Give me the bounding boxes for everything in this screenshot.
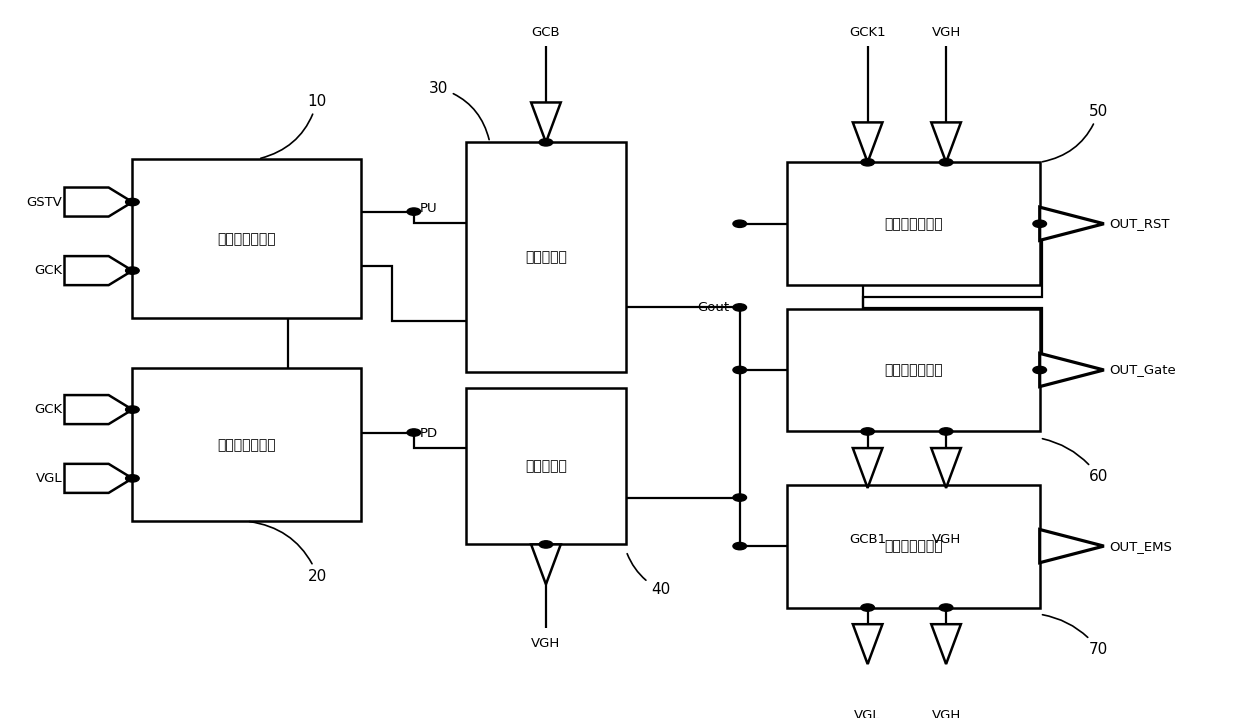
Circle shape [733,542,746,550]
Circle shape [407,208,420,215]
Text: 上拉控制子电路: 上拉控制子电路 [217,232,275,246]
Text: OUT_EMS: OUT_EMS [1109,540,1172,553]
Text: VGH: VGH [931,533,961,546]
Circle shape [733,220,746,228]
Polygon shape [853,122,883,162]
Text: PU: PU [420,202,438,215]
Text: 下拉控制子电路: 下拉控制子电路 [217,438,275,452]
FancyBboxPatch shape [786,162,1039,285]
Text: VGH: VGH [931,27,961,39]
Circle shape [861,159,874,166]
Text: GCK: GCK [33,403,62,416]
Text: PD: PD [420,426,438,439]
Text: 20: 20 [249,521,327,584]
FancyBboxPatch shape [466,142,626,372]
Text: 30: 30 [429,80,489,139]
Text: OUT_Gate: OUT_Gate [1109,363,1176,376]
FancyBboxPatch shape [786,309,1039,432]
FancyBboxPatch shape [133,368,361,521]
Text: 50: 50 [1043,104,1109,162]
Polygon shape [853,624,883,664]
Text: 下拉子电路: 下拉子电路 [525,460,567,473]
Polygon shape [531,544,560,584]
Circle shape [861,428,874,435]
Text: GCK1: GCK1 [849,27,885,39]
Circle shape [125,406,139,414]
Circle shape [125,475,139,482]
Text: VGH: VGH [931,709,961,718]
Text: 70: 70 [1043,615,1109,657]
Text: 第一输出子电路: 第一输出子电路 [884,217,942,230]
Circle shape [1033,220,1047,228]
Text: VGH: VGH [531,638,560,651]
Circle shape [939,604,952,611]
Circle shape [407,429,420,436]
Text: VGL: VGL [854,709,880,718]
Text: 第二输出子电路: 第二输出子电路 [884,363,942,377]
Polygon shape [64,256,133,285]
Polygon shape [1039,529,1104,563]
Text: 10: 10 [260,94,326,158]
Polygon shape [853,448,883,488]
Text: 60: 60 [1043,439,1109,485]
Text: OUT_RST: OUT_RST [1109,218,1169,230]
Text: VGL: VGL [36,472,62,485]
FancyBboxPatch shape [133,159,361,319]
Circle shape [539,541,553,548]
Polygon shape [931,122,961,162]
Text: Gout: Gout [698,301,730,314]
Circle shape [125,267,139,274]
Polygon shape [64,187,133,217]
Text: GCB1: GCB1 [849,533,887,546]
Circle shape [733,494,746,501]
Polygon shape [1039,353,1104,386]
Polygon shape [1039,208,1104,241]
Circle shape [733,304,746,311]
Text: 40: 40 [627,554,670,597]
Polygon shape [531,103,560,142]
Text: GCB: GCB [532,27,560,39]
Circle shape [861,604,874,611]
Circle shape [539,139,553,146]
Text: GCK: GCK [33,264,62,277]
Circle shape [1033,366,1047,373]
Circle shape [939,159,952,166]
FancyBboxPatch shape [466,388,626,544]
Text: GSTV: GSTV [26,195,62,208]
FancyBboxPatch shape [786,485,1039,607]
Polygon shape [931,448,961,488]
Polygon shape [64,395,133,424]
Circle shape [125,198,139,205]
Text: 上拉子电路: 上拉子电路 [525,250,567,264]
Polygon shape [931,624,961,664]
Text: 第三输出子电路: 第三输出子电路 [884,539,942,553]
Circle shape [733,366,746,373]
Circle shape [939,428,952,435]
Polygon shape [64,464,133,493]
